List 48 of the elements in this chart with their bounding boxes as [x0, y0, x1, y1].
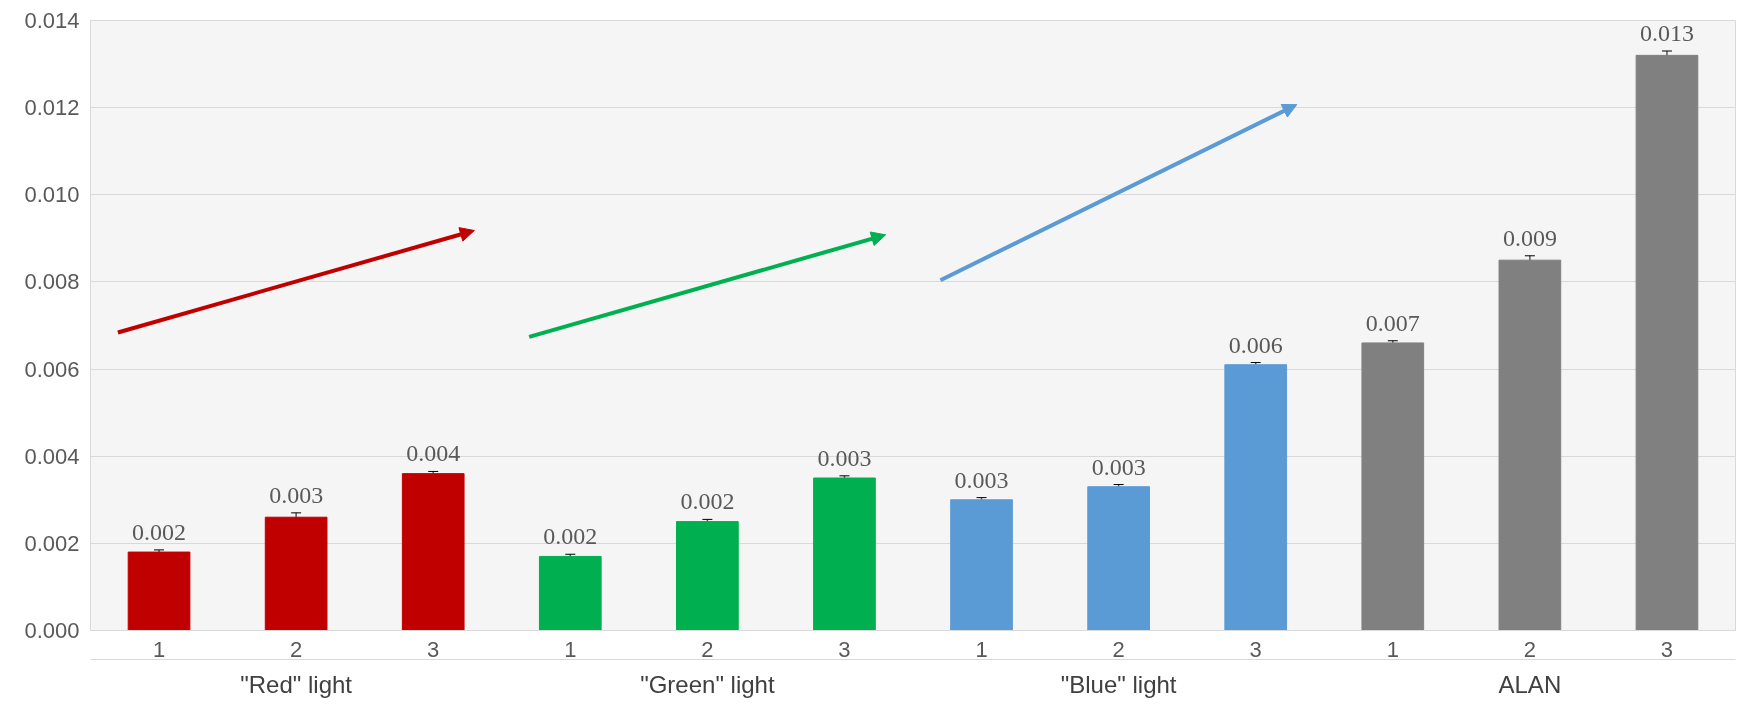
- data-label: 0.002: [132, 518, 187, 545]
- x-tick-label: 2: [290, 636, 303, 662]
- bar: [127, 551, 191, 631]
- bar: [401, 473, 465, 631]
- data-label: 0.003: [817, 444, 872, 471]
- bar: [1635, 54, 1699, 631]
- data-label: 0.007: [1365, 309, 1420, 336]
- data-label: 0.003: [1091, 453, 1146, 480]
- bar: [950, 499, 1013, 631]
- x-tick-label: 1: [152, 636, 166, 662]
- bar: [264, 516, 328, 631]
- bar: [1224, 364, 1288, 631]
- y-tick-label: 0.006: [24, 356, 80, 382]
- y-tick-label: 0.002: [24, 530, 80, 556]
- y-tick-label: 0.010: [24, 182, 80, 208]
- x-tick-label: 1: [975, 636, 988, 662]
- text: "Blue" light: [1060, 670, 1177, 698]
- data-label: 0.002: [680, 488, 735, 515]
- data-label: 0.004: [406, 440, 461, 467]
- data-label: 0.009: [1502, 224, 1557, 251]
- y-tick-label: 0.004: [24, 443, 80, 469]
- x-tick-label: 2: [701, 636, 714, 662]
- data-label: 0.006: [1228, 331, 1283, 358]
- data-label: 0.003: [269, 481, 324, 508]
- x-tick-label: 2: [1523, 636, 1537, 662]
- bar: [1361, 342, 1425, 631]
- data-label: 0.002: [543, 523, 598, 550]
- bar: [813, 477, 876, 631]
- bar: [1087, 486, 1150, 631]
- x-tick-label: 3: [427, 636, 440, 662]
- x-tick-label: 1: [564, 636, 577, 662]
- y-tick-label: 0.012: [24, 95, 80, 121]
- bar: [1498, 259, 1562, 631]
- text: "Green" light: [640, 670, 775, 698]
- series-label: "Red" light: [240, 670, 353, 698]
- bar: [676, 521, 739, 631]
- series-label: ALAN: [1498, 670, 1562, 698]
- data-label: 0.013: [1639, 20, 1694, 46]
- x-tick-label: 2: [1112, 636, 1125, 662]
- y-tick-label: 0.008: [24, 269, 80, 295]
- x-tick-label: 3: [1660, 636, 1674, 662]
- y-tick-label: 0.000: [24, 618, 80, 643]
- x-tick-label: 3: [1249, 636, 1262, 662]
- y-tick-label: 0.014: [24, 8, 80, 33]
- x-tick-label: 3: [838, 636, 851, 662]
- bar: [538, 555, 602, 631]
- x-tick-label: 1: [1386, 636, 1399, 662]
- data-label: 0.003: [954, 466, 1009, 493]
